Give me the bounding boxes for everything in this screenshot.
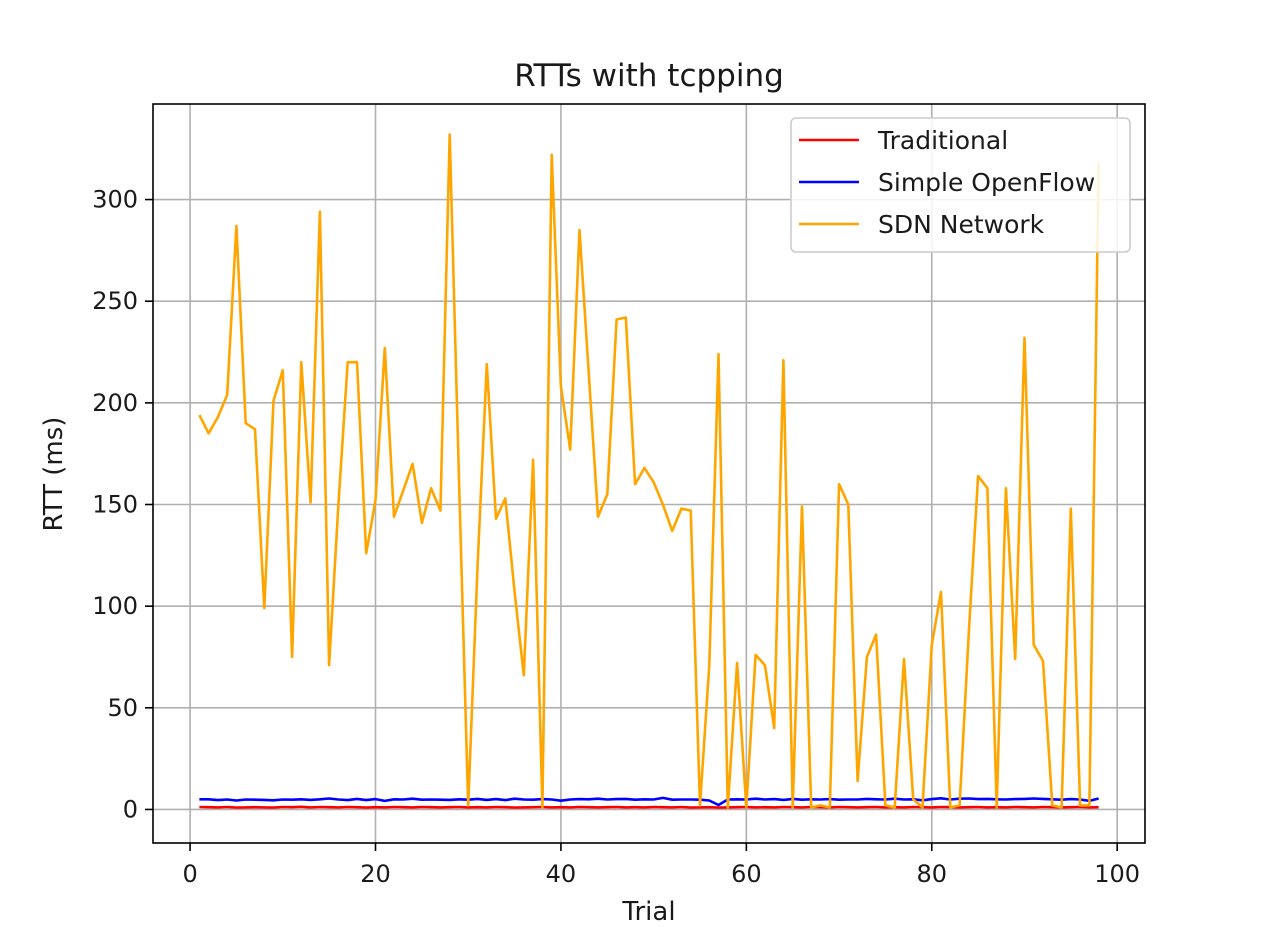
y-tick-label: 300 bbox=[92, 186, 138, 214]
series-line-traditional bbox=[199, 805, 1099, 809]
y-axis-label: RTT (ms) bbox=[39, 417, 69, 532]
x-tick-label: 80 bbox=[916, 860, 947, 888]
axis-ticks: 0 20 40 60 80 100 0 50 100 150 200 250 300 bbox=[92, 186, 1140, 888]
x-tick-label: 60 bbox=[731, 860, 762, 888]
series-lines bbox=[198, 133, 1100, 809]
x-tick-label: 20 bbox=[360, 860, 391, 888]
y-tick-label: 50 bbox=[107, 694, 138, 722]
chart-title: RTTs with tcpping bbox=[514, 58, 784, 94]
y-tick-label: 150 bbox=[92, 491, 138, 519]
x-axis-label: Trial bbox=[621, 897, 675, 927]
legend-label-simple-openflow: Simple OpenFlow bbox=[878, 168, 1095, 197]
series-line-simple-openflow bbox=[199, 796, 1099, 807]
y-tick-label: 200 bbox=[92, 389, 138, 417]
plot-frame bbox=[152, 103, 1146, 844]
y-tick-label: 250 bbox=[92, 287, 138, 315]
y-tick-label: 0 bbox=[123, 795, 138, 823]
y-tick-label: 100 bbox=[92, 592, 138, 620]
legend-label-sdn-network: SDN Network bbox=[878, 210, 1045, 239]
legend-label-traditional: Traditional bbox=[877, 126, 1008, 155]
x-tick-label: 100 bbox=[1094, 860, 1140, 888]
x-tick-label: 40 bbox=[546, 860, 577, 888]
legend: Traditional Simple OpenFlow SDN Network bbox=[790, 117, 1131, 253]
series-line-sdn-network bbox=[198, 133, 1100, 809]
x-tick-label: 0 bbox=[182, 860, 197, 888]
legend-box bbox=[790, 117, 1131, 253]
